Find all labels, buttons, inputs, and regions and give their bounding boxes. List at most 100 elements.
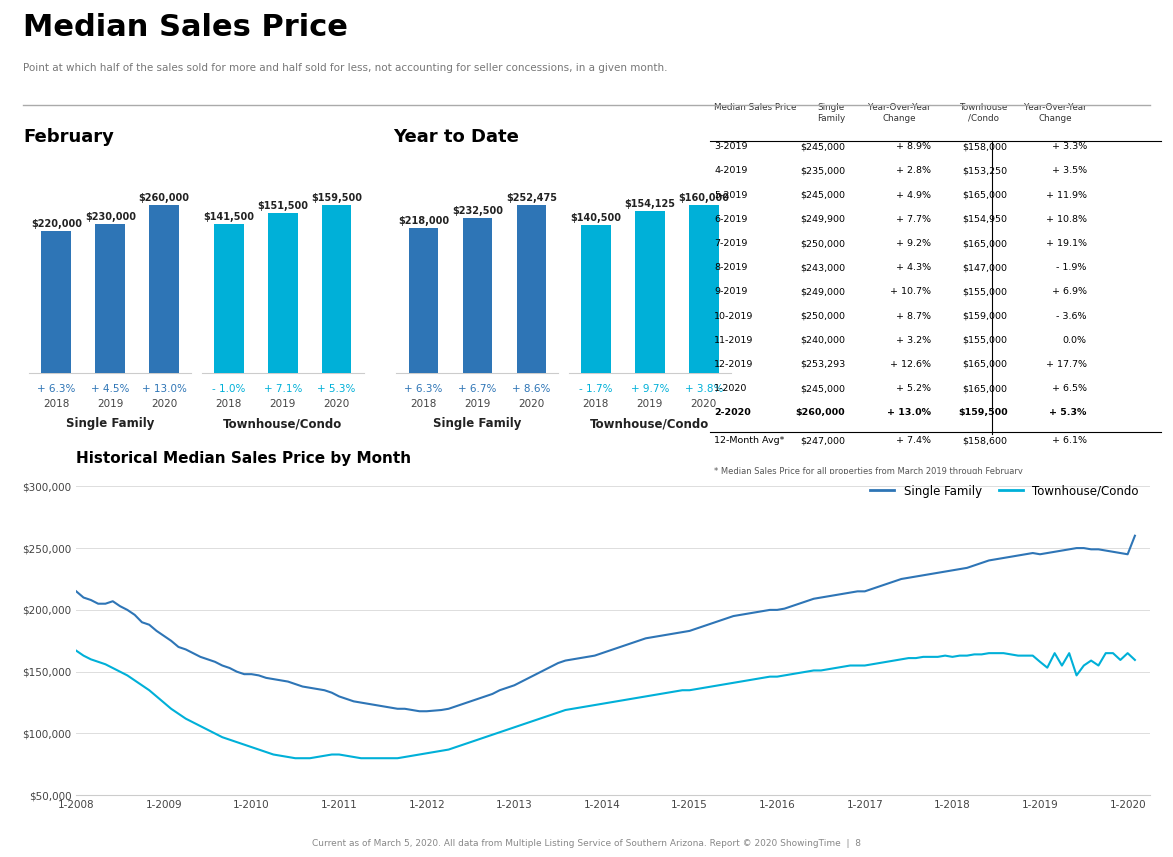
Text: + 9.2%: + 9.2% bbox=[896, 239, 931, 248]
Text: + 8.7%: + 8.7% bbox=[896, 312, 931, 321]
Text: - 1.7%: - 1.7% bbox=[579, 384, 612, 393]
Text: 1-2020: 1-2020 bbox=[714, 384, 747, 393]
Text: Single
Family: Single Family bbox=[818, 103, 845, 123]
Text: 6-2019: 6-2019 bbox=[714, 215, 747, 224]
Text: + 7.1%: + 7.1% bbox=[264, 384, 301, 393]
Text: - 3.6%: - 3.6% bbox=[1056, 312, 1086, 321]
Text: + 3.5%: + 3.5% bbox=[1052, 166, 1086, 176]
Text: Median Sales Price: Median Sales Price bbox=[714, 103, 796, 112]
Text: 2020: 2020 bbox=[151, 399, 177, 409]
Text: 12-2019: 12-2019 bbox=[714, 360, 753, 369]
Text: 2019: 2019 bbox=[637, 399, 663, 409]
Text: 0.0%: 0.0% bbox=[1063, 336, 1086, 345]
Text: + 10.7%: + 10.7% bbox=[890, 287, 931, 297]
Text: + 17.7%: + 17.7% bbox=[1046, 360, 1086, 369]
Text: + 3.2%: + 3.2% bbox=[896, 336, 931, 345]
Bar bbox=[321, 205, 352, 373]
Text: Single Family: Single Family bbox=[66, 417, 155, 430]
Text: + 3.3%: + 3.3% bbox=[1051, 142, 1086, 152]
Text: $218,000: $218,000 bbox=[398, 216, 449, 225]
Bar bbox=[516, 205, 547, 373]
Text: + 6.3%: + 6.3% bbox=[405, 384, 442, 393]
Text: 2019: 2019 bbox=[270, 399, 296, 409]
Text: $160,000: $160,000 bbox=[678, 193, 730, 203]
Text: $245,000: $245,000 bbox=[800, 142, 845, 152]
Text: + 11.9%: + 11.9% bbox=[1046, 190, 1086, 200]
Text: + 10.8%: + 10.8% bbox=[1046, 215, 1086, 224]
Text: $165,000: $165,000 bbox=[963, 239, 1008, 248]
Text: * Median Sales Price for all properties from March 2019 through February
2020. T: * Median Sales Price for all properties … bbox=[714, 467, 1023, 487]
Bar bbox=[213, 224, 244, 373]
Text: + 4.5%: + 4.5% bbox=[91, 384, 129, 393]
Bar bbox=[581, 225, 611, 373]
Text: 2019: 2019 bbox=[465, 399, 490, 409]
Text: 2020: 2020 bbox=[518, 399, 544, 409]
Text: Townhouse/Condo: Townhouse/Condo bbox=[590, 417, 710, 430]
Text: 12-Month Avg*: 12-Month Avg* bbox=[714, 436, 785, 445]
Text: $159,500: $159,500 bbox=[958, 408, 1008, 417]
Text: Townhouse
/Condo: Townhouse /Condo bbox=[960, 103, 1008, 123]
Text: $245,000: $245,000 bbox=[800, 190, 845, 200]
Text: + 6.1%: + 6.1% bbox=[1052, 436, 1086, 445]
Text: + 19.1%: + 19.1% bbox=[1046, 239, 1086, 248]
Text: + 5.3%: + 5.3% bbox=[318, 384, 355, 393]
Text: $154,950: $154,950 bbox=[963, 215, 1008, 224]
Bar bbox=[689, 205, 719, 373]
Text: 11-2019: 11-2019 bbox=[714, 336, 753, 345]
Text: + 3.8%: + 3.8% bbox=[685, 384, 723, 393]
Text: + 2.8%: + 2.8% bbox=[896, 166, 931, 176]
Bar bbox=[267, 213, 298, 373]
Text: 8-2019: 8-2019 bbox=[714, 263, 747, 273]
Legend: Single Family, Townhouse/Condo: Single Family, Townhouse/Condo bbox=[866, 480, 1144, 502]
Text: $247,000: $247,000 bbox=[800, 436, 845, 445]
Text: + 9.7%: + 9.7% bbox=[631, 384, 669, 393]
Text: Point at which half of the sales sold for more and half sold for less, not accou: Point at which half of the sales sold fo… bbox=[23, 63, 667, 73]
Text: $245,000: $245,000 bbox=[800, 384, 845, 393]
Bar bbox=[149, 205, 179, 373]
Text: $155,000: $155,000 bbox=[963, 287, 1008, 297]
Text: Median Sales Price: Median Sales Price bbox=[23, 13, 348, 42]
Text: Historical Median Sales Price by Month: Historical Median Sales Price by Month bbox=[76, 451, 412, 466]
Text: - 1.0%: - 1.0% bbox=[212, 384, 245, 393]
Text: Year-Over-Year
Change: Year-Over-Year Change bbox=[868, 103, 931, 123]
Text: $141,500: $141,500 bbox=[203, 212, 255, 222]
Text: $155,000: $155,000 bbox=[963, 336, 1008, 345]
Text: 9-2019: 9-2019 bbox=[714, 287, 747, 297]
Text: $260,000: $260,000 bbox=[795, 408, 845, 417]
Text: $240,000: $240,000 bbox=[800, 336, 845, 345]
Text: 5-2019: 5-2019 bbox=[714, 190, 747, 200]
Text: 3-2019: 3-2019 bbox=[714, 142, 747, 152]
Text: + 5.3%: + 5.3% bbox=[1050, 408, 1086, 417]
Text: + 6.3%: + 6.3% bbox=[38, 384, 75, 393]
Text: February: February bbox=[23, 128, 114, 147]
Text: $140,500: $140,500 bbox=[570, 213, 622, 224]
Text: 10-2019: 10-2019 bbox=[714, 312, 753, 321]
Text: $154,125: $154,125 bbox=[624, 199, 676, 209]
Text: $147,000: $147,000 bbox=[963, 263, 1008, 273]
Text: $220,000: $220,000 bbox=[30, 219, 82, 229]
Text: + 4.9%: + 4.9% bbox=[896, 190, 931, 200]
Text: + 13.0%: + 13.0% bbox=[887, 408, 931, 417]
Text: $158,600: $158,600 bbox=[963, 436, 1008, 445]
Text: $243,000: $243,000 bbox=[800, 263, 845, 273]
Text: $165,000: $165,000 bbox=[963, 360, 1008, 369]
Text: Current as of March 5, 2020. All data from Multiple Listing Service of Southern : Current as of March 5, 2020. All data fr… bbox=[312, 839, 861, 848]
Text: $253,293: $253,293 bbox=[800, 360, 845, 369]
Text: $249,900: $249,900 bbox=[800, 215, 845, 224]
Text: 2018: 2018 bbox=[216, 399, 242, 409]
Text: 2020: 2020 bbox=[324, 399, 350, 409]
Text: Year to Date: Year to Date bbox=[393, 128, 518, 147]
Text: + 6.9%: + 6.9% bbox=[1052, 287, 1086, 297]
Text: $235,000: $235,000 bbox=[800, 166, 845, 176]
Text: 2018: 2018 bbox=[411, 399, 436, 409]
Text: 2018: 2018 bbox=[43, 399, 69, 409]
Text: $158,000: $158,000 bbox=[963, 142, 1008, 152]
Text: Year-Over-Year
Change: Year-Over-Year Change bbox=[1024, 103, 1086, 123]
Text: $249,000: $249,000 bbox=[800, 287, 845, 297]
Text: $252,475: $252,475 bbox=[506, 193, 557, 203]
Text: $165,000: $165,000 bbox=[963, 190, 1008, 200]
Bar bbox=[635, 211, 665, 373]
Bar bbox=[408, 228, 439, 373]
Text: + 8.6%: + 8.6% bbox=[513, 384, 550, 393]
Bar bbox=[462, 219, 493, 373]
